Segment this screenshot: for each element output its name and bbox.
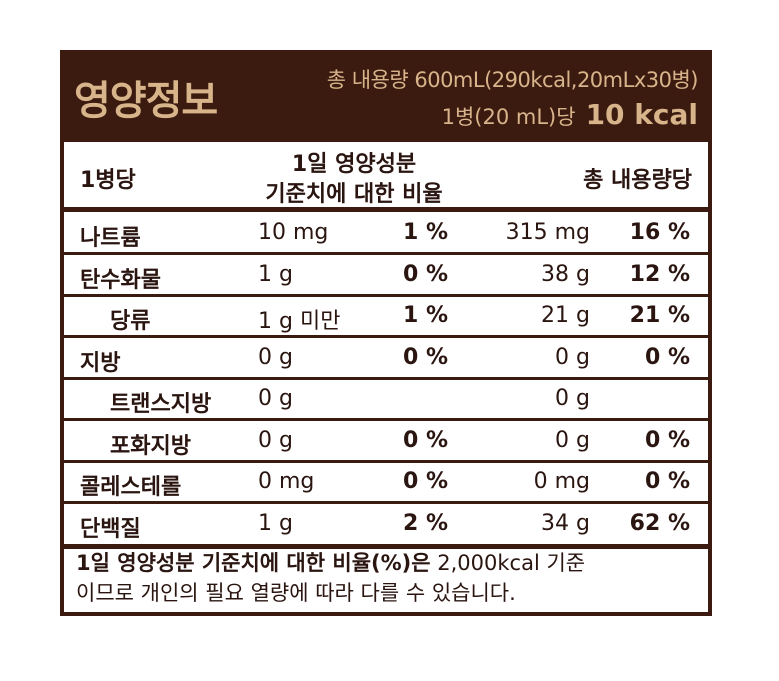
daily-percent: 0 % — [402, 427, 448, 453]
amount: 10 mg — [258, 220, 329, 245]
total-amount: 34 g — [541, 510, 590, 536]
total-percent: 21 % — [629, 303, 690, 328]
rule — [64, 252, 708, 255]
nutrient: 단백질 — [80, 516, 141, 542]
nutrient: 포화지방 — [110, 433, 191, 459]
nutrient: 트랜스지방 — [110, 392, 212, 417]
rule — [64, 544, 708, 549]
rule — [64, 376, 708, 380]
amount: 0 g — [258, 427, 293, 453]
column-header: 1일 영양성분 — [291, 152, 417, 177]
amount: 1 g — [258, 261, 293, 287]
rule — [64, 207, 708, 212]
total-percent: 16 % — [629, 220, 690, 245]
column-header: 기준치에 대한 비율 — [265, 182, 443, 207]
amount: 1 g — [258, 510, 293, 536]
footnote-text: 이므로 개인의 필요 열량에 따라 다를 수 있습니다. — [76, 581, 516, 605]
daily-percent: 0 % — [402, 469, 448, 494]
label-header: 영양정보 총 내용량 600mL(290kcal,20mLx30병) 1병(20… — [64, 54, 708, 142]
total-amount: 38 g — [541, 261, 590, 287]
rule — [64, 418, 708, 421]
rule — [64, 459, 708, 463]
daily-percent: 0 % — [402, 344, 448, 370]
total-percent: 62 % — [629, 510, 690, 536]
footnote-text: 2,000kcal 기준 — [437, 551, 586, 575]
nutrient: 나트륨 — [80, 226, 141, 251]
nutrient: 지방 — [80, 350, 121, 376]
footnote-bold: 1일 영양성분 기준치에 대한 비율(%)은 — [76, 551, 431, 575]
total-amount: 21 g — [541, 303, 590, 328]
daily-percent: 0 % — [402, 261, 448, 287]
nutrient: 탄수화물 — [80, 267, 161, 293]
rule — [64, 501, 708, 504]
rule — [64, 335, 708, 338]
nutrient: 콜레스테롤 — [80, 475, 182, 500]
total-percent: 12 % — [629, 261, 690, 287]
total-content: 총 내용량 600mL(290kcal,20mLx30병) — [326, 68, 699, 92]
column-header: 1병당 — [80, 168, 136, 193]
kcal: 10 kcal — [585, 98, 698, 131]
per-serving: 1병(20 mL)당 10 kcal — [442, 98, 698, 131]
amount: 0 g — [258, 344, 293, 370]
amount: 1 g 미만 — [258, 309, 341, 334]
column-header: 총 내용량당 — [583, 168, 692, 193]
amount: 0 g — [258, 386, 293, 411]
total-percent: 0 % — [644, 427, 690, 453]
amount: 0 mg — [258, 469, 315, 494]
daily-percent: 1 % — [402, 220, 448, 245]
total-percent: 0 % — [644, 469, 690, 494]
daily-percent: 1 % — [402, 303, 448, 328]
total-amount: 315 mg — [505, 220, 590, 245]
nutrition-label: 영양정보 총 내용량 600mL(290kcal,20mLx30병) 1병(20… — [60, 50, 712, 616]
total-percent: 0 % — [644, 344, 690, 370]
total-amount: 0 mg — [533, 469, 590, 494]
footnote: 1일 영양성분 기준치에 대한 비율(%)은 2,000kcal 기준 이므로 … — [76, 548, 585, 608]
total-amount: 0 g — [555, 344, 590, 370]
serving-size: 1병(20 mL)당 — [441, 105, 576, 129]
total-amount: 0 g — [555, 386, 590, 411]
nutrient: 당류 — [110, 309, 151, 334]
title: 영양정보 — [74, 78, 218, 124]
daily-percent: 2 % — [402, 510, 448, 536]
rule — [64, 293, 708, 297]
total-amount: 0 g — [555, 427, 590, 453]
